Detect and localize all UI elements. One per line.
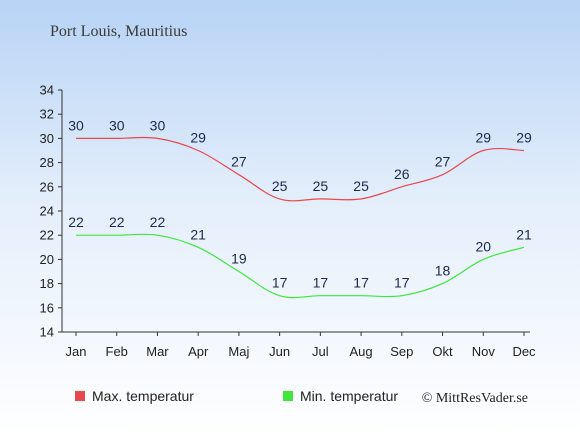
x-tick-label: Jan — [66, 344, 87, 359]
data-label: 17 — [353, 275, 369, 291]
data-label: 30 — [68, 117, 84, 133]
x-tick-label: Dec — [512, 344, 536, 359]
data-label: 29 — [516, 130, 532, 146]
chart-title: Port Louis, Mauritius — [50, 23, 187, 40]
data-label: 27 — [435, 154, 451, 170]
x-tick-label: Mar — [146, 344, 169, 359]
data-label: 20 — [475, 238, 491, 254]
data-label: 25 — [313, 178, 329, 194]
legend: Max. temperatur Min. temperatur — [75, 388, 398, 404]
series-lines — [76, 136, 525, 299]
legend-label: Min. temperatur — [300, 388, 398, 404]
data-label: 21 — [190, 226, 206, 242]
x-tick-label: Nov — [472, 344, 496, 359]
y-tick-label: 24 — [40, 204, 54, 219]
data-label: 25 — [353, 178, 369, 194]
y-ticks: 14 16 18 20 22 24 26 28 30 32 34 — [40, 83, 62, 340]
data-label: 27 — [231, 154, 247, 170]
data-label: 29 — [475, 130, 491, 146]
data-label: 21 — [516, 226, 532, 242]
data-label: 19 — [231, 251, 247, 267]
y-tick-label: 26 — [40, 179, 54, 194]
x-tick-label: Sep — [390, 344, 413, 359]
x-tick-label: Aug — [350, 344, 373, 359]
credit-text: © MittResVader.se — [422, 391, 528, 406]
x-tick-label: Jul — [312, 344, 329, 359]
data-label: 17 — [394, 275, 410, 291]
legend-label: Max. temperatur — [92, 388, 194, 404]
data-label: 30 — [150, 117, 166, 133]
x-tick-label: Apr — [188, 344, 209, 359]
data-label: 17 — [313, 275, 329, 291]
data-label: 30 — [109, 117, 125, 133]
x-tick-label: Maj — [228, 344, 249, 359]
y-tick-label: 16 — [40, 300, 54, 315]
data-label: 17 — [272, 275, 288, 291]
data-label: 26 — [394, 166, 410, 182]
y-tick-label: 18 — [40, 276, 54, 291]
x-tick-label: Feb — [106, 344, 128, 359]
y-tick-label: 28 — [40, 155, 54, 170]
y-tick-label: 30 — [40, 131, 54, 146]
y-tick-label: 14 — [40, 325, 54, 340]
x-tick-label: Jun — [269, 344, 290, 359]
y-tick-label: 22 — [40, 228, 54, 243]
y-tick-label: 34 — [40, 83, 54, 98]
legend-swatch — [283, 391, 293, 401]
legend-swatch — [75, 391, 85, 401]
x-ticks: Jan Feb Mar Apr Maj Jun Jul Aug Sep Okt Nov Dec — [66, 332, 536, 359]
y-tick-label: 32 — [40, 107, 54, 122]
data-label: 22 — [68, 214, 84, 230]
data-labels: 30 30 30 29 27 25 25 25 26 27 29 29 22 22 22 21 19 17 17 17… — [68, 117, 532, 290]
series-line-max — [76, 136, 525, 202]
data-label: 29 — [190, 130, 206, 146]
y-tick-label: 20 — [40, 252, 54, 267]
data-label: 25 — [272, 178, 288, 194]
x-tick-label: Okt — [432, 344, 453, 359]
data-label: 22 — [150, 214, 166, 230]
series-line-min — [76, 233, 525, 299]
data-label: 22 — [109, 214, 125, 230]
data-label: 18 — [435, 263, 451, 279]
